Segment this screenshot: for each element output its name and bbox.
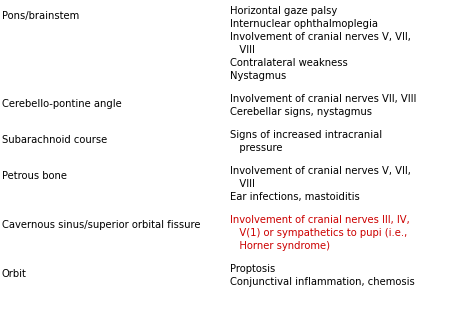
Text: Proptosis: Proptosis (230, 264, 275, 274)
Text: Involvement of cranial nerves VII, VIII: Involvement of cranial nerves VII, VIII (230, 94, 416, 104)
Text: VIII: VIII (230, 45, 255, 55)
Text: Petrous bone: Petrous bone (2, 172, 67, 181)
Text: Nystagmus: Nystagmus (230, 71, 286, 81)
Text: pressure: pressure (230, 143, 283, 153)
Text: V(1) or sympathetics to pupi (i.e.,: V(1) or sympathetics to pupi (i.e., (230, 228, 407, 238)
Text: Cerebellar signs, nystagmus: Cerebellar signs, nystagmus (230, 107, 372, 117)
Text: Horizontal gaze palsy: Horizontal gaze palsy (230, 6, 337, 16)
Text: Horner syndrome): Horner syndrome) (230, 241, 330, 251)
Text: Ear infections, mastoiditis: Ear infections, mastoiditis (230, 192, 360, 202)
Text: Involvement of cranial nerves V, VII,: Involvement of cranial nerves V, VII, (230, 166, 411, 176)
Text: Involvement of cranial nerves V, VII,: Involvement of cranial nerves V, VII, (230, 32, 411, 42)
Text: Cavernous sinus/superior orbital fissure: Cavernous sinus/superior orbital fissure (2, 220, 201, 230)
Text: Orbit: Orbit (2, 269, 27, 279)
Text: Involvement of cranial nerves III, IV,: Involvement of cranial nerves III, IV, (230, 215, 410, 225)
Text: Contralateral weakness: Contralateral weakness (230, 58, 348, 68)
Text: Signs of increased intracranial: Signs of increased intracranial (230, 130, 382, 140)
Text: Subarachnoid course: Subarachnoid course (2, 135, 107, 145)
Text: Pons/brainstem: Pons/brainstem (2, 11, 79, 21)
Text: Internuclear ophthalmoplegia: Internuclear ophthalmoplegia (230, 19, 378, 29)
Text: Conjunctival inflammation, chemosis: Conjunctival inflammation, chemosis (230, 277, 415, 287)
Text: VIII: VIII (230, 179, 255, 189)
Text: Cerebello-pontine angle: Cerebello-pontine angle (2, 99, 122, 110)
